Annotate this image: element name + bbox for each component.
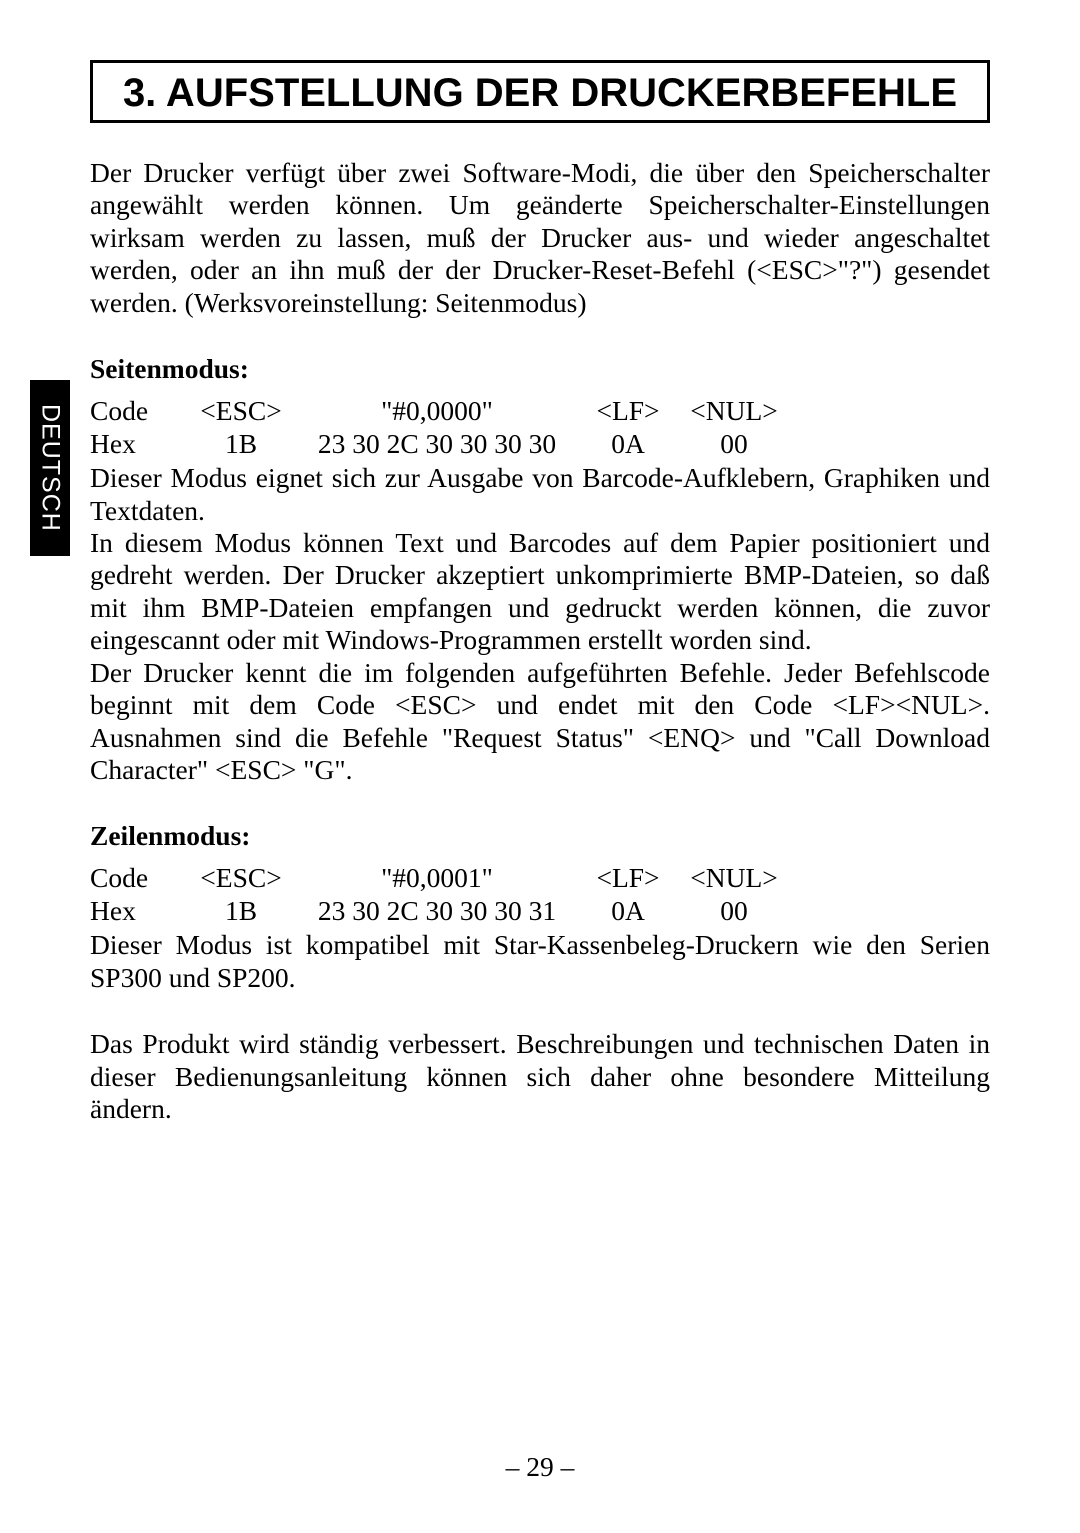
- cell: 1B: [186, 428, 302, 460]
- line-mode-section: Zeilenmodus: Code <ESC> "#0,0001" <LF> <…: [90, 820, 990, 994]
- cell: 1B: [186, 895, 302, 927]
- cell: <ESC>: [186, 862, 302, 894]
- cell: 00: [684, 895, 790, 927]
- table-row: Code <ESC> "#0,0001" <LF> <NUL>: [90, 862, 790, 894]
- line-mode-desc-1: Dieser Modus ist kompatibel mit Star-Kas…: [90, 929, 990, 994]
- table-row: Hex 1B 23 30 2C 30 30 30 30 0A 00: [90, 428, 790, 460]
- table-row: Code <ESC> "#0,0000" <LF> <NUL>: [90, 395, 790, 427]
- manual-page: DEUTSCH 3. AUFSTELLUNG DER DRUCKERBEFEHL…: [0, 0, 1080, 1533]
- cell: 23 30 2C 30 30 30 30: [302, 428, 578, 460]
- cell: 23 30 2C 30 30 30 31: [302, 895, 578, 927]
- line-mode-code-table: Code <ESC> "#0,0001" <LF> <NUL> Hex 1B 2…: [90, 862, 790, 927]
- cell: Hex: [90, 428, 186, 460]
- cell: 0A: [578, 895, 684, 927]
- table-row: Hex 1B 23 30 2C 30 30 30 31 0A 00: [90, 895, 790, 927]
- page-mode-heading: Seitenmodus:: [90, 353, 990, 385]
- page-mode-desc-1: Dieser Modus eignet sich zur Ausgabe von…: [90, 462, 990, 527]
- cell: Code: [90, 395, 186, 427]
- language-tab: DEUTSCH: [30, 380, 70, 556]
- page-mode-desc-3: Der Drucker kennt die im folgenden aufge…: [90, 657, 990, 787]
- cell: 00: [684, 428, 790, 460]
- cell: <LF>: [578, 395, 684, 427]
- line-mode-heading: Zeilenmodus:: [90, 820, 990, 852]
- page-mode-section: Seitenmodus: Code <ESC> "#0,0000" <LF> <…: [90, 353, 990, 786]
- cell: <NUL>: [684, 862, 790, 894]
- page-mode-desc-2: In diesem Modus können Text und Barcodes…: [90, 527, 990, 657]
- cell: 0A: [578, 428, 684, 460]
- cell: "#0,0000": [302, 395, 578, 427]
- page-number: – 29 –: [0, 1451, 1080, 1483]
- cell: Code: [90, 862, 186, 894]
- cell: "#0,0001": [302, 862, 578, 894]
- chapter-title: 3. AUFSTELLUNG DER DRUCKERBEFEHLE: [123, 71, 957, 115]
- footer-paragraph: Das Produkt wird ständig verbessert. Bes…: [90, 1028, 990, 1125]
- chapter-title-box: 3. AUFSTELLUNG DER DRUCKERBEFEHLE: [90, 60, 990, 123]
- cell: <LF>: [578, 862, 684, 894]
- intro-paragraph: Der Drucker verfügt über zwei Software-M…: [90, 157, 990, 319]
- cell: Hex: [90, 895, 186, 927]
- page-mode-code-table: Code <ESC> "#0,0000" <LF> <NUL> Hex 1B 2…: [90, 395, 790, 460]
- cell: <NUL>: [684, 395, 790, 427]
- cell: <ESC>: [186, 395, 302, 427]
